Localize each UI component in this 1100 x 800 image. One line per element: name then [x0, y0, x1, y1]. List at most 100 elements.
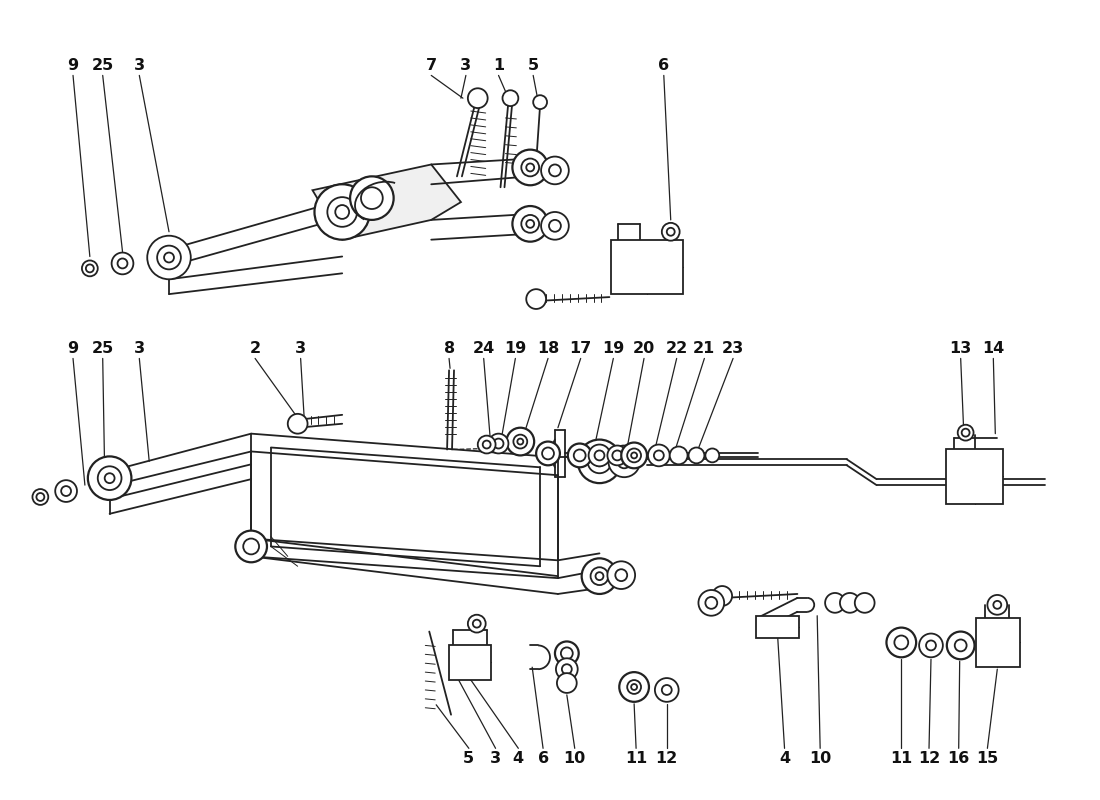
Circle shape: [840, 593, 860, 613]
Circle shape: [654, 678, 679, 702]
Text: 10: 10: [563, 750, 586, 766]
Circle shape: [88, 457, 131, 500]
Circle shape: [648, 445, 670, 466]
Circle shape: [526, 220, 535, 228]
Circle shape: [578, 439, 621, 483]
Circle shape: [36, 493, 44, 501]
Circle shape: [147, 236, 190, 279]
Text: 11: 11: [890, 750, 912, 766]
Circle shape: [350, 176, 394, 220]
Circle shape: [698, 590, 724, 616]
Circle shape: [506, 428, 535, 455]
Text: 21: 21: [693, 341, 715, 356]
Circle shape: [521, 158, 539, 176]
Circle shape: [621, 442, 647, 468]
Text: 11: 11: [625, 750, 647, 766]
Bar: [612, 240, 683, 294]
Text: 22: 22: [666, 341, 688, 356]
Circle shape: [494, 438, 504, 449]
Circle shape: [513, 150, 548, 186]
Circle shape: [288, 414, 308, 434]
Circle shape: [653, 450, 663, 460]
Circle shape: [534, 95, 547, 109]
Circle shape: [588, 445, 610, 466]
Text: 5: 5: [528, 58, 539, 73]
Circle shape: [536, 442, 560, 466]
Text: 3: 3: [490, 750, 502, 766]
Circle shape: [887, 628, 916, 658]
Text: 23: 23: [722, 341, 745, 356]
Circle shape: [526, 289, 546, 309]
Text: 3: 3: [134, 58, 145, 73]
Circle shape: [157, 246, 180, 270]
Circle shape: [705, 597, 717, 609]
Text: 14: 14: [982, 341, 1004, 356]
Circle shape: [608, 446, 640, 477]
Text: 20: 20: [632, 341, 656, 356]
Circle shape: [591, 567, 608, 585]
Text: 25: 25: [91, 341, 113, 356]
Circle shape: [111, 253, 133, 274]
Circle shape: [568, 443, 592, 467]
Circle shape: [542, 447, 554, 459]
Circle shape: [98, 466, 121, 490]
Polygon shape: [312, 165, 461, 240]
Circle shape: [336, 205, 349, 219]
Text: 2: 2: [250, 341, 261, 356]
Circle shape: [920, 634, 943, 658]
Circle shape: [667, 228, 674, 236]
Text: 12: 12: [917, 750, 940, 766]
Circle shape: [947, 631, 975, 659]
Text: 9: 9: [67, 341, 78, 356]
Text: 18: 18: [537, 341, 559, 356]
Circle shape: [104, 474, 114, 483]
Circle shape: [562, 664, 572, 674]
Circle shape: [613, 450, 623, 460]
Circle shape: [514, 434, 527, 449]
Circle shape: [473, 620, 481, 628]
Circle shape: [549, 165, 561, 176]
Text: 7: 7: [426, 58, 437, 73]
Circle shape: [619, 672, 649, 702]
Circle shape: [574, 450, 585, 462]
Circle shape: [488, 434, 508, 454]
Circle shape: [594, 450, 604, 460]
Text: 19: 19: [602, 341, 625, 356]
Text: 24: 24: [473, 341, 495, 356]
Circle shape: [961, 429, 969, 437]
Circle shape: [315, 184, 370, 240]
Circle shape: [513, 206, 548, 242]
Circle shape: [521, 215, 539, 233]
Circle shape: [617, 454, 631, 468]
Circle shape: [627, 449, 641, 462]
Circle shape: [55, 480, 77, 502]
Text: 16: 16: [947, 750, 970, 766]
Bar: [756, 616, 800, 638]
Circle shape: [825, 593, 845, 613]
Circle shape: [926, 641, 936, 650]
Circle shape: [631, 684, 637, 690]
Text: 6: 6: [538, 750, 549, 766]
Circle shape: [662, 685, 672, 695]
Circle shape: [561, 647, 573, 659]
Circle shape: [118, 258, 128, 268]
Circle shape: [468, 88, 487, 108]
Circle shape: [541, 212, 569, 240]
Circle shape: [955, 639, 967, 651]
Circle shape: [993, 601, 1001, 609]
Circle shape: [670, 446, 688, 464]
Circle shape: [607, 446, 627, 466]
Circle shape: [541, 157, 569, 184]
Circle shape: [557, 673, 576, 693]
Circle shape: [468, 614, 486, 633]
Text: 6: 6: [658, 58, 670, 73]
Circle shape: [627, 680, 641, 694]
Text: 12: 12: [656, 750, 678, 766]
Circle shape: [594, 457, 604, 466]
Circle shape: [361, 187, 383, 209]
Text: 13: 13: [949, 341, 971, 356]
Circle shape: [86, 265, 94, 272]
Text: 25: 25: [91, 58, 113, 73]
Circle shape: [587, 450, 612, 474]
Circle shape: [556, 658, 578, 680]
